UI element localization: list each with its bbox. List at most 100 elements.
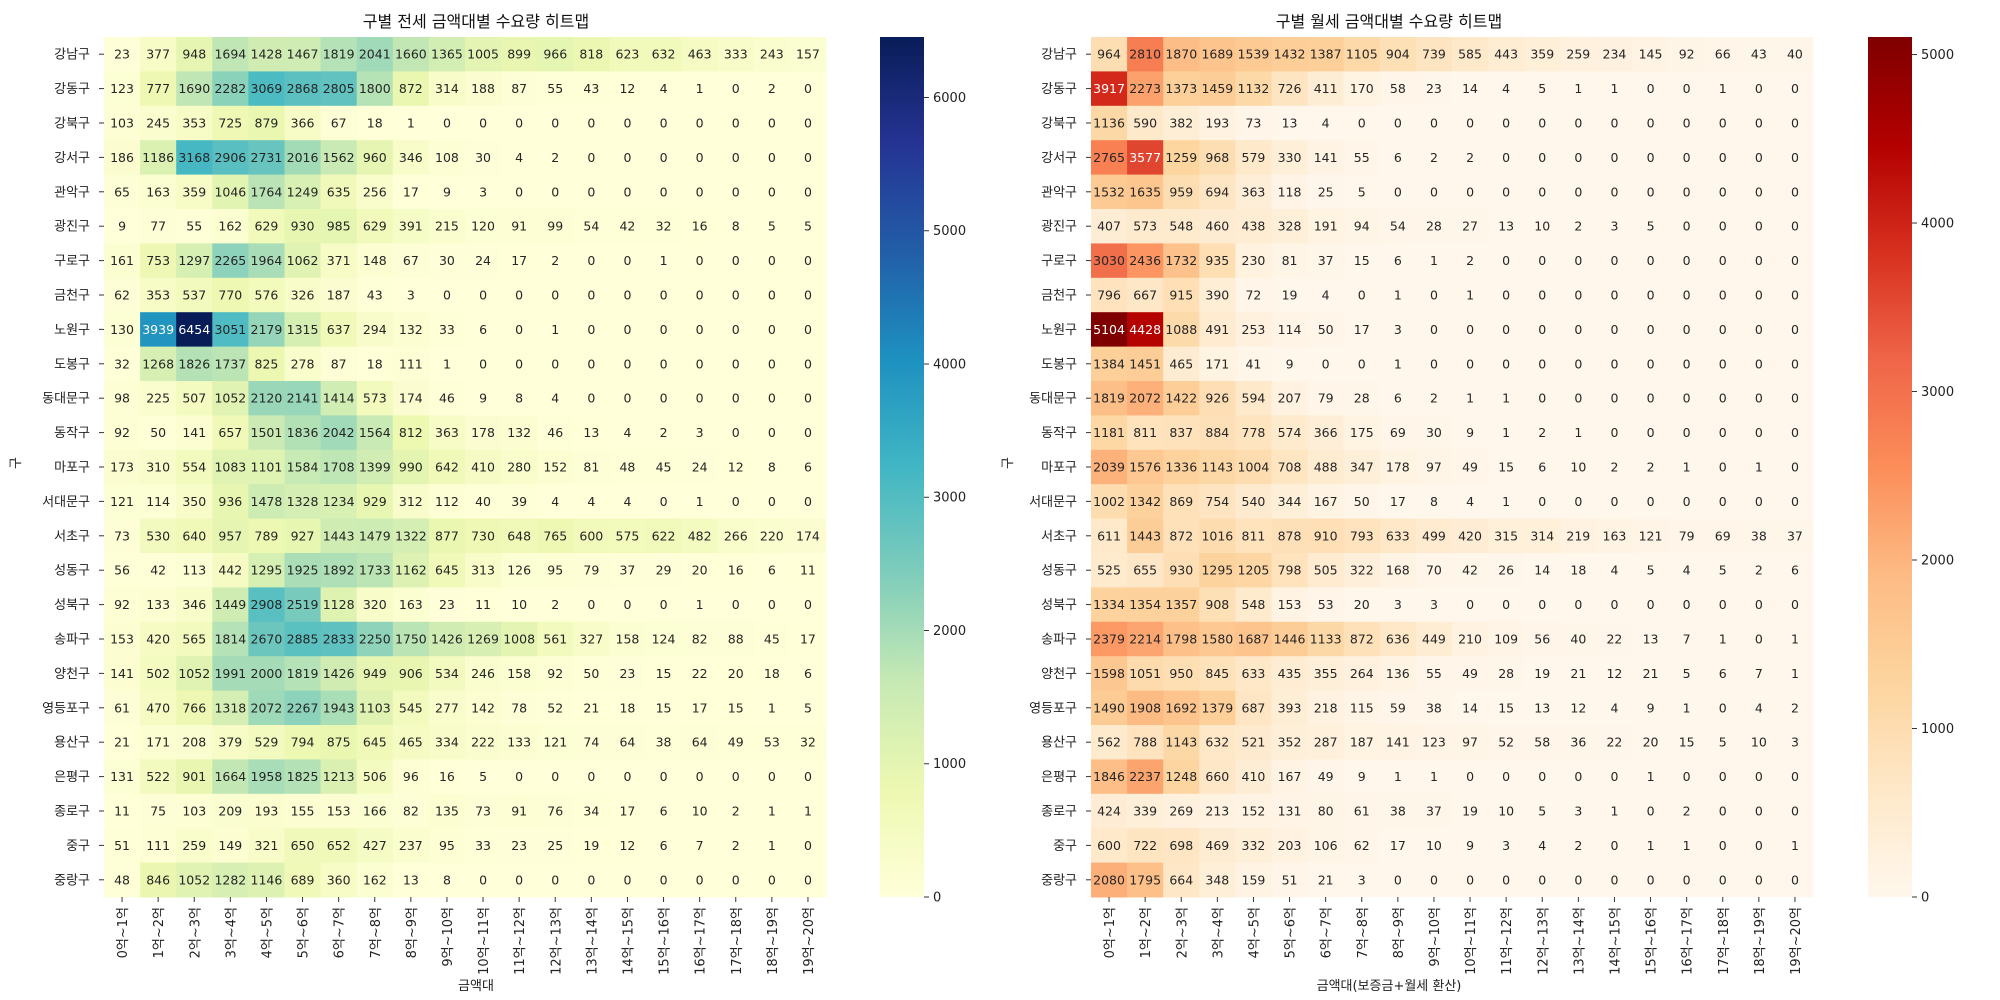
cell-value-label: 0 (623, 150, 631, 165)
cell-value-label: 14 (1462, 700, 1478, 715)
cell-value-label: 3 (1394, 322, 1402, 337)
row-tick-label: 구로구 (1041, 254, 1077, 269)
heatmap-cell (212, 105, 249, 141)
cell-value-label: 499 (1422, 528, 1446, 543)
heatmap-cell (248, 174, 285, 210)
heatmap-cell (501, 587, 538, 623)
cell-value-label: 42 (1462, 563, 1478, 578)
heatmap-cell (284, 209, 322, 244)
heatmap-cell (392, 381, 430, 416)
cell-value-label: 152 (1242, 804, 1266, 819)
cell-value-label: 2 (1791, 700, 1799, 715)
column-tick-label: 16억~17억 (694, 907, 709, 975)
cell-value-label: 126 (507, 563, 531, 578)
cell-value-label: 0 (1719, 597, 1727, 612)
cell-value-label: 6 (1791, 563, 1799, 578)
cell-value-label: 148 (363, 253, 387, 268)
cell-value-label: 256 (363, 184, 387, 199)
cell-value-label: 347 (1350, 460, 1374, 475)
heatmap-cell (176, 621, 213, 657)
cell-value-label: 0 (1466, 322, 1474, 337)
cell-value-label: 0 (1683, 116, 1691, 131)
cell-value-label: 243 (760, 47, 784, 62)
heatmap-cell (681, 553, 719, 588)
cell-value-label: 0 (1538, 769, 1546, 784)
cell-value-label: 9 (1466, 425, 1474, 440)
heatmap-cell (140, 243, 177, 279)
cell-value-label: 0 (1791, 253, 1799, 268)
heatmap-cell (465, 140, 502, 176)
column-tick-label: 18억~19억 (766, 907, 781, 975)
cell-value-label: 739 (1422, 47, 1446, 62)
cell-value-label: 1088 (1165, 322, 1197, 337)
cell-value-label: 1501 (251, 425, 283, 440)
cell-value-label: 163 (399, 597, 423, 612)
heatmap-cell (537, 105, 574, 141)
heatmap-cell (645, 381, 683, 416)
heatmap-cell (753, 656, 791, 692)
cell-value-label: 548 (1242, 597, 1266, 612)
heatmap-cell (284, 312, 322, 348)
cell-value-label: 0 (1647, 356, 1655, 371)
cell-value-label: 0 (515, 184, 523, 199)
cell-value-label: 0 (1358, 356, 1366, 371)
cell-value-label: 219 (1566, 528, 1590, 543)
cell-value-label: 2 (1466, 253, 1474, 268)
cell-value-label: 207 (1278, 391, 1302, 406)
cell-value-label: 708 (1278, 460, 1302, 475)
cell-value-label: 818 (579, 47, 603, 62)
cell-value-label: 811 (1242, 528, 1266, 543)
heatmap-cell (717, 415, 755, 451)
cell-value-label: 1005 (467, 47, 499, 62)
cell-value-label: 30 (475, 150, 491, 165)
cell-value-label: 877 (435, 528, 459, 543)
cell-value-label: 314 (435, 81, 459, 96)
cell-value-label: 0 (1538, 356, 1546, 371)
heatmap-cell (645, 587, 683, 623)
cell-value-label: 0 (1791, 872, 1799, 887)
heatmap-cell (753, 587, 791, 623)
cell-value-label: 1 (768, 700, 776, 715)
cell-value-label: 949 (363, 666, 387, 681)
colorbar-tick-label: 0 (1921, 891, 1929, 906)
heatmap-cell (320, 381, 358, 416)
cell-value-label: 339 (1133, 804, 1157, 819)
heatmap-cell (645, 140, 683, 176)
heatmap-cell (789, 71, 827, 107)
cell-value-label: 0 (1647, 322, 1655, 337)
cell-value-label: 18 (619, 700, 635, 715)
cell-value-label: 6 (1394, 150, 1402, 165)
heatmap-cell (356, 415, 394, 451)
cell-value-label: 0 (1538, 322, 1546, 337)
heatmap-cell (681, 71, 719, 107)
cell-value-label: 1426 (431, 632, 463, 647)
cell-value-label: 0 (660, 872, 668, 887)
cell-value-label: 12 (1606, 666, 1622, 681)
row-tick-label: 송파구 (1041, 633, 1077, 648)
cell-value-label: 0 (1719, 769, 1727, 784)
heatmap-cell (140, 346, 177, 382)
heatmap-cell (573, 587, 610, 623)
heatmap-cell (789, 415, 827, 451)
cell-value-label: 1795 (1129, 872, 1161, 887)
row-tick-label: 광진구 (1041, 220, 1077, 235)
cell-value-label: 162 (363, 872, 387, 887)
cell-value-label: 246 (471, 666, 495, 681)
cell-value-label: 10 (1498, 804, 1514, 819)
cell-value-label: 537 (182, 288, 206, 303)
heatmap-cell (356, 449, 394, 485)
cell-value-label: 1181 (1093, 425, 1125, 440)
cell-value-label: 0 (1430, 184, 1438, 199)
heatmap-cell (645, 37, 683, 72)
cell-value-label: 0 (1610, 838, 1618, 853)
cell-value-label: 0 (1574, 322, 1582, 337)
heatmap-cell (140, 587, 177, 623)
cell-value-label: 1 (1502, 391, 1510, 406)
heatmap-cell (212, 587, 249, 623)
cell-value-label: 0 (1466, 769, 1474, 784)
cell-value-label: 0 (587, 597, 595, 612)
cell-value-label: 40 (1570, 632, 1586, 647)
cell-value-label: 1 (768, 838, 776, 853)
cell-value-label: 2 (551, 150, 559, 165)
heatmap-cell (320, 209, 358, 244)
